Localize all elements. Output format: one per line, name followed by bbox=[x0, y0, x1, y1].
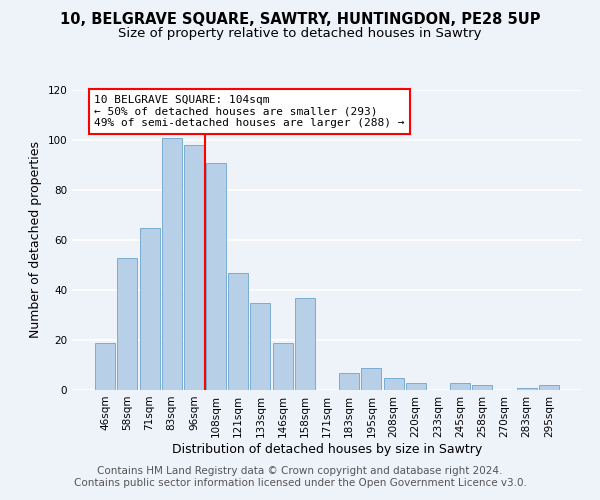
Bar bbox=[383, 378, 404, 390]
Bar bbox=[361, 368, 382, 390]
Bar bbox=[118, 258, 137, 390]
Bar bbox=[517, 388, 536, 390]
Bar bbox=[472, 385, 492, 390]
Text: 10 BELGRAVE SQUARE: 104sqm
← 50% of detached houses are smaller (293)
49% of sem: 10 BELGRAVE SQUARE: 104sqm ← 50% of deta… bbox=[94, 95, 404, 128]
Bar bbox=[140, 228, 160, 390]
Bar bbox=[272, 342, 293, 390]
X-axis label: Distribution of detached houses by size in Sawtry: Distribution of detached houses by size … bbox=[172, 442, 482, 456]
Bar bbox=[250, 302, 271, 390]
Text: 10, BELGRAVE SQUARE, SAWTRY, HUNTINGDON, PE28 5UP: 10, BELGRAVE SQUARE, SAWTRY, HUNTINGDON,… bbox=[60, 12, 540, 28]
Y-axis label: Number of detached properties: Number of detached properties bbox=[29, 142, 42, 338]
Bar bbox=[406, 382, 426, 390]
Bar bbox=[339, 372, 359, 390]
Bar bbox=[228, 272, 248, 390]
Bar bbox=[295, 298, 315, 390]
Text: Size of property relative to detached houses in Sawtry: Size of property relative to detached ho… bbox=[118, 28, 482, 40]
Bar bbox=[184, 145, 204, 390]
Bar bbox=[206, 162, 226, 390]
Bar bbox=[162, 138, 182, 390]
Text: Contains HM Land Registry data © Crown copyright and database right 2024.
Contai: Contains HM Land Registry data © Crown c… bbox=[74, 466, 526, 487]
Bar bbox=[539, 385, 559, 390]
Bar bbox=[95, 342, 115, 390]
Bar bbox=[450, 382, 470, 390]
